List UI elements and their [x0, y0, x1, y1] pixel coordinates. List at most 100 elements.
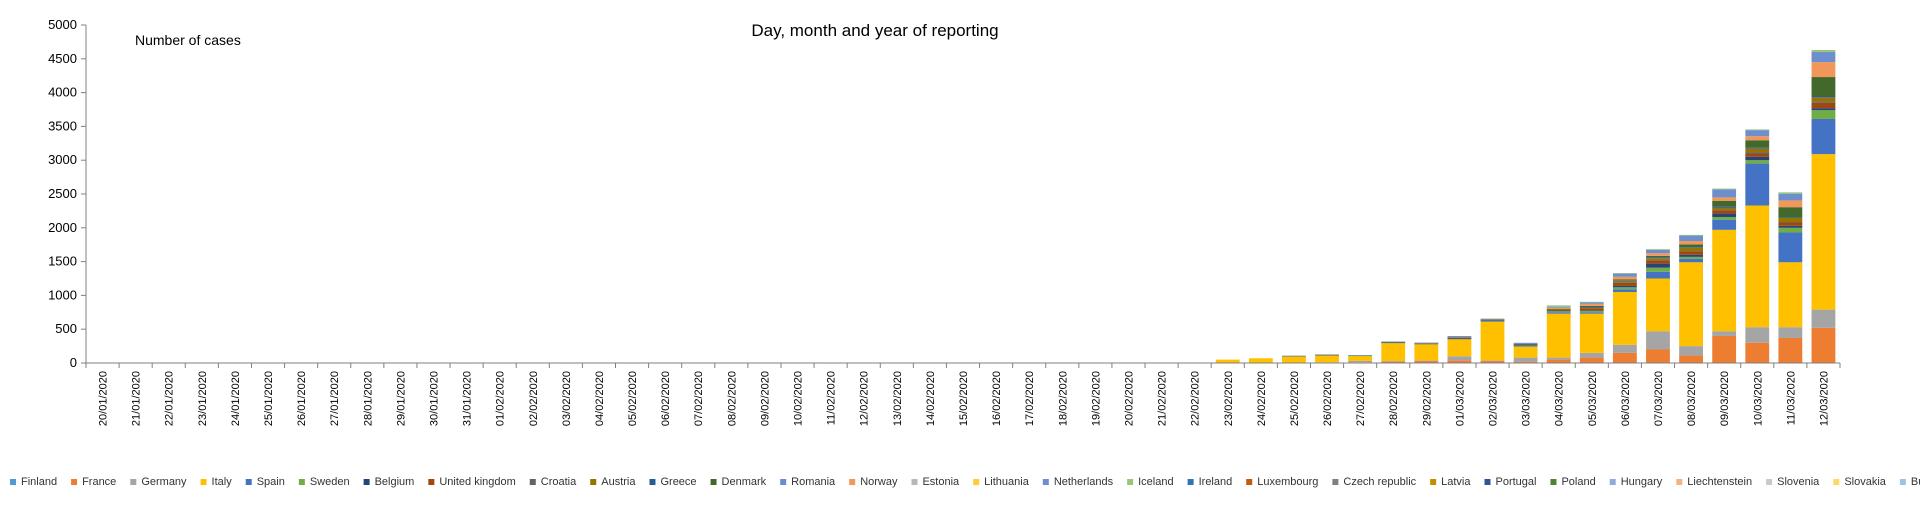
- bar-segment: [1513, 342, 1538, 345]
- x-tick-label: 28/01/2020: [362, 371, 374, 426]
- bar-segment: [1712, 189, 1737, 198]
- bar-segment: [1546, 309, 1571, 310]
- x-tick-label: 26/02/2020: [1322, 371, 1334, 426]
- bar-segment: [1811, 95, 1836, 98]
- x-tick-label: 30/01/2020: [428, 371, 440, 426]
- bar-segment: [1712, 200, 1737, 207]
- bar-segment: [1480, 320, 1505, 322]
- bar-segment: [1612, 273, 1637, 277]
- bar-segment: [1679, 355, 1703, 363]
- legend-swatch: [1484, 479, 1491, 485]
- x-tick-label: 09/03/2020: [1719, 371, 1731, 426]
- bar-segment: [1745, 136, 1770, 141]
- legend-label: Lithuania: [984, 476, 1030, 488]
- legend-swatch: [780, 479, 787, 485]
- legend-swatch: [1550, 479, 1557, 485]
- bar-segment: [1646, 278, 1670, 332]
- bar-segment: [1612, 280, 1637, 283]
- bar-segment: [1480, 318, 1505, 320]
- y-tick-label: 3500: [48, 118, 77, 133]
- x-tick-label: 18/02/2020: [1057, 371, 1069, 426]
- legend-label: France: [82, 476, 116, 488]
- bar-segment: [1745, 342, 1770, 363]
- bar-segment: [1612, 279, 1637, 281]
- legend-label: Latvia: [1441, 476, 1471, 488]
- bar-segment: [1513, 344, 1538, 346]
- bar-segment: [1679, 251, 1703, 252]
- y-tick-label: 4000: [48, 85, 77, 100]
- x-tick-label: 15/02/2020: [958, 371, 970, 426]
- legend-label: Czech republic: [1343, 476, 1416, 488]
- bar-segment: [1646, 249, 1670, 254]
- x-tick-label: 27/02/2020: [1355, 371, 1367, 426]
- legend-label: Slovenia: [1777, 476, 1820, 488]
- bar-segment: [1679, 346, 1703, 356]
- legend-swatch: [710, 479, 717, 485]
- bar-segment: [1745, 156, 1770, 161]
- bar-segment: [1712, 197, 1737, 201]
- bar-segment: [1414, 343, 1439, 345]
- bar-segment: [1348, 355, 1373, 361]
- x-tick-label: 25/02/2020: [1289, 371, 1301, 426]
- bar-segment: [1778, 262, 1803, 328]
- x-tick-label: 12/03/2020: [1818, 371, 1830, 426]
- bar-segment: [1646, 255, 1670, 258]
- bar-segment: [1546, 312, 1571, 314]
- x-tick-label: 13/02/2020: [892, 371, 904, 426]
- bar-segment: [1712, 209, 1737, 211]
- bar-segment: [1579, 357, 1604, 363]
- legend-swatch: [911, 479, 918, 485]
- bar-segment: [1778, 207, 1803, 218]
- x-tick-label: 07/02/2020: [693, 371, 705, 426]
- bar-segment: [1646, 249, 1670, 250]
- x-tick-label: 06/02/2020: [660, 371, 672, 426]
- x-tick-label: 20/01/2020: [98, 371, 110, 426]
- bar-segment: [1679, 235, 1703, 241]
- bar-segment: [1778, 222, 1803, 223]
- bar-segment: [1612, 285, 1637, 288]
- y-tick-label: 500: [55, 321, 77, 336]
- bar-segment: [1513, 346, 1538, 358]
- x-tick-label: 27/01/2020: [329, 371, 341, 426]
- bar-segment: [1381, 361, 1406, 363]
- bar-segment: [1315, 354, 1339, 363]
- legend-swatch: [1766, 479, 1773, 485]
- bar-segment: [1679, 247, 1703, 248]
- x-tick-label: 12/02/2020: [859, 371, 871, 426]
- bar-segment: [1712, 206, 1737, 208]
- x-tick-label: 20/02/2020: [1123, 371, 1135, 426]
- x-tick-label: 22/02/2020: [1190, 371, 1202, 426]
- bar-segment: [1579, 303, 1604, 306]
- legend-swatch: [428, 479, 435, 485]
- bar-segment: [1745, 327, 1770, 343]
- legend-label: United kingdom: [439, 476, 515, 488]
- x-tick-label: 01/02/2020: [495, 371, 507, 426]
- bar-segment: [1579, 310, 1604, 311]
- bar-segment: [1679, 262, 1703, 347]
- legend-label: Luxembourg: [1257, 476, 1318, 488]
- bar-segment: [1447, 336, 1472, 338]
- legend-swatch: [1833, 479, 1840, 485]
- bar-segment: [1811, 154, 1836, 310]
- bar-segment: [1745, 153, 1770, 157]
- bar-segment: [1646, 257, 1670, 259]
- bar-segment: [1712, 335, 1737, 363]
- x-tick-label: 08/02/2020: [726, 371, 738, 426]
- bar-segment: [1546, 359, 1571, 363]
- y-tick-label: 5000: [48, 17, 77, 32]
- bar-segment: [1646, 260, 1670, 264]
- bar-segment: [1778, 192, 1803, 194]
- bar-segment: [1778, 193, 1803, 201]
- bar-segment: [1348, 360, 1373, 363]
- bar-segment: [1712, 216, 1737, 220]
- legend-swatch: [1676, 479, 1683, 485]
- bar-segment: [1612, 282, 1637, 286]
- bar-segment: [1612, 280, 1637, 281]
- bar-segment: [1778, 337, 1803, 363]
- legend-swatch: [1187, 479, 1194, 485]
- x-tick-label: 10/03/2020: [1752, 371, 1764, 426]
- bar-segment: [1546, 313, 1571, 358]
- legend-swatch: [1430, 479, 1437, 485]
- x-tick-label: 16/02/2020: [991, 371, 1003, 426]
